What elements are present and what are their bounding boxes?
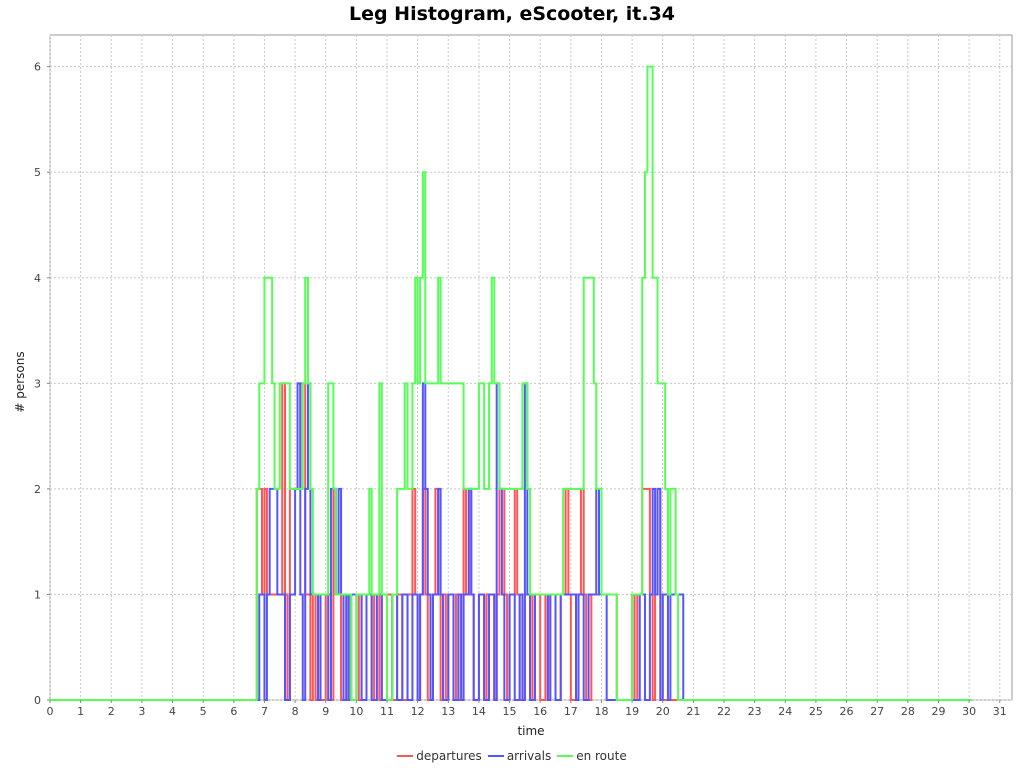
x-tick-label: 0	[47, 705, 54, 718]
legend-swatch-departures	[397, 755, 414, 757]
x-tick-label: 4	[169, 705, 176, 718]
x-tick-label: 30	[962, 705, 976, 718]
x-tick-label: 13	[441, 705, 455, 718]
y-tick-label: 0	[34, 694, 41, 707]
x-axis: 0 1 2 3 4 5 6 7 8 9 10 11 12 13 14 15 16 17 18 19 20 21 22 23 24…	[47, 700, 1007, 718]
x-tick-label: 11	[380, 705, 394, 718]
x-tick-label: 1	[77, 705, 84, 718]
x-axis-title: time	[517, 724, 544, 738]
x-tick-label: 12	[411, 705, 425, 718]
x-tick-label: 8	[292, 705, 299, 718]
legend-label-arrivals: arrivals	[506, 749, 552, 763]
y-tick-label: 4	[34, 272, 41, 285]
x-tick-label: 21	[686, 705, 700, 718]
series-layer	[50, 65, 972, 701]
x-tick-label: 2	[108, 705, 115, 718]
y-tick-label: 6	[34, 61, 41, 74]
x-tick-label: 28	[901, 705, 915, 718]
legend-swatch-arrivals	[487, 755, 504, 757]
x-tick-label: 6	[230, 705, 237, 718]
x-tick-label: 23	[748, 705, 762, 718]
x-tick-label: 31	[993, 705, 1007, 718]
y-tick-label: 1	[34, 588, 41, 601]
x-tick-label: 14	[472, 705, 486, 718]
x-tick-label: 5	[200, 705, 207, 718]
x-tick-label: 27	[870, 705, 884, 718]
x-tick-label: 29	[931, 705, 945, 718]
y-axis-title: # persons	[13, 351, 27, 412]
y-tick-label: 3	[34, 377, 41, 390]
x-tick-label: 18	[594, 705, 608, 718]
chart-title: Leg Histogram, eScooter, it.34	[348, 3, 676, 25]
x-tick-label: 22	[717, 705, 731, 718]
legend-item-arrivals: arrivals	[487, 749, 552, 763]
x-tick-label: 26	[840, 705, 854, 718]
legend: departures arrivals en route	[0, 749, 1024, 763]
x-tick-label: 15	[503, 705, 517, 718]
x-tick-label: 9	[322, 705, 329, 718]
x-tick-label: 19	[625, 705, 639, 718]
x-tick-label: 16	[533, 705, 547, 718]
x-tick-label: 7	[261, 705, 268, 718]
legend-label-departures: departures	[416, 749, 482, 763]
legend-label-en-route: en route	[576, 749, 627, 763]
legend-swatch-en-route	[557, 755, 574, 757]
x-tick-label: 24	[778, 705, 792, 718]
x-tick-label: 3	[138, 705, 145, 718]
series-line-en-route	[50, 65, 972, 701]
x-tick-label: 20	[656, 705, 670, 718]
y-axis: 0 1 2 3 4 5 6	[34, 61, 50, 707]
y-tick-label: 5	[34, 166, 41, 179]
x-tick-label: 17	[564, 705, 578, 718]
legend-item-en-route: en route	[557, 749, 627, 763]
x-tick-label: 25	[809, 705, 823, 718]
legend-item-departures: departures	[397, 749, 482, 763]
series-line-arrivals	[50, 382, 972, 701]
x-tick-label: 10	[349, 705, 363, 718]
y-tick-label: 2	[34, 483, 41, 496]
